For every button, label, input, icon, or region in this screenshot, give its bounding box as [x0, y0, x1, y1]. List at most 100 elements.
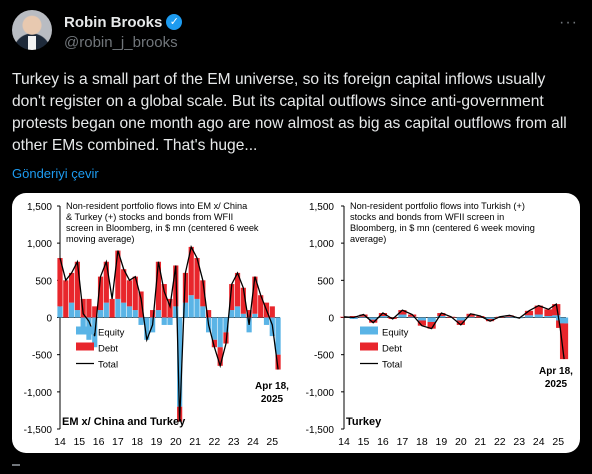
panel1-equity-bar	[211, 317, 217, 340]
panel1-x-tick-label: 25	[266, 436, 278, 448]
panel2-equity-bar	[437, 316, 446, 318]
panel1-equity-bar	[200, 306, 206, 318]
panel1-debt-bar	[161, 284, 167, 318]
panel2-debt-bar	[534, 305, 543, 315]
panel1-debt-bar	[74, 261, 80, 311]
panel2-y-tick-label: -1,500	[306, 425, 335, 436]
panel1-debt-bar	[126, 280, 133, 307]
panel2-equity-bar	[378, 316, 388, 318]
author-display-name[interactable]: Robin Brooks	[64, 13, 163, 31]
panel2-y-tick-label: 500	[317, 276, 334, 287]
panel1-debt-bar	[217, 347, 223, 366]
panel1-debt-bar	[200, 280, 206, 307]
tweet-media-chart-image[interactable]: 1,500 1,000 500 0 -500 -1,000 -1,500 14 15 16 17 18…	[12, 193, 580, 453]
panel1-equity-bar	[132, 310, 138, 318]
panel1-equity-bar	[126, 306, 133, 318]
panel2-legend-label: Debt	[382, 344, 402, 355]
panel1-equity-bar	[234, 306, 241, 318]
panel2-debt-bar	[427, 321, 436, 329]
panel1-equity-bar	[182, 302, 189, 318]
panel1-equity-bar	[194, 298, 200, 318]
panel1-equity-bar	[121, 302, 127, 318]
panel2-title-line: Non-resident portfolio flows into Turkis…	[350, 201, 525, 211]
panel2-legend-swatch	[360, 342, 378, 351]
panel2-equity-bar	[466, 316, 475, 318]
panel1-debt-bar	[234, 272, 241, 307]
panel1-legend-label: Total	[98, 360, 118, 371]
panel1-y-tick-label: 0	[46, 314, 52, 325]
panel1-debt-bar	[92, 306, 98, 318]
panel1-legend-swatch	[76, 326, 94, 335]
panel2-debt-bar	[456, 320, 465, 325]
panel2-y-tick-label: -1,000	[306, 388, 335, 399]
panel1-corner-label: EM x/ China and Turkey	[62, 416, 186, 428]
panel2-equity-bar	[369, 317, 378, 320]
panel1-title-line: screen in Bloomberg, in $ mn (centered 6…	[66, 223, 259, 233]
panel1-debt-bar	[252, 276, 258, 314]
author-name-row[interactable]: Robin Brooks ✓	[64, 12, 183, 32]
panel2-x-tick-label: 20	[455, 436, 467, 448]
panel2-equity-bar	[456, 317, 465, 321]
panel1-debt-bar	[275, 354, 281, 370]
panel2-debt-bar	[417, 320, 426, 326]
panel2-equity-bar	[408, 316, 417, 318]
tweet-header: Robin Brooks ✓ @robin_j_brooks ···	[12, 10, 580, 58]
panel2-debt-bar	[476, 316, 485, 318]
panel1-debt-bar	[97, 276, 104, 311]
panel1-equity-bar	[161, 317, 167, 325]
panel1-debt-bar	[115, 250, 121, 299]
panel1-legend-swatch	[76, 342, 94, 351]
verified-badge-icon: ✓	[166, 14, 183, 30]
panel1-debt-bar	[194, 258, 200, 299]
panel1-equity-bar	[115, 298, 121, 318]
panel2-equity-bar	[349, 317, 358, 319]
panel1-x-tick-label: 14	[54, 436, 66, 448]
panel1-equity-bar	[103, 302, 109, 318]
panel2-equity-bar	[427, 317, 436, 322]
panel1-equity-bar	[57, 306, 63, 318]
panel1-equity-bar	[252, 313, 258, 318]
panel1-x-tick-label: 24	[247, 436, 259, 448]
panel1-equity-bar	[240, 313, 246, 318]
panel2-debt-bar	[408, 314, 417, 317]
panel2-x-tick-label: 16	[377, 436, 389, 448]
panel2-x-tick-label: 22	[494, 436, 506, 448]
panel1-equity-bar	[138, 317, 144, 325]
panel1-equity-bar	[74, 310, 80, 318]
panel2-debt-bar	[349, 316, 358, 318]
panel1-debt-bar	[150, 310, 156, 318]
author-handle[interactable]: @robin_j_brooks	[64, 34, 178, 51]
panel1-debt-bar	[109, 298, 115, 318]
panel1-legend-label: Debt	[98, 344, 118, 355]
panel2-equity-bar	[534, 314, 543, 318]
panel2-equity-bar	[552, 315, 561, 318]
panel1-debt-bar	[63, 280, 69, 318]
panel1-y-tick-label: 500	[35, 276, 52, 287]
panel2-x-tick-label: 19	[436, 436, 448, 448]
panel2-equity-bar	[505, 316, 514, 318]
panel1-x-tick-label: 19	[151, 436, 163, 448]
avatar[interactable]	[12, 10, 52, 50]
panel1-equity-bar	[223, 317, 229, 333]
panel1-equity-bar	[167, 317, 173, 325]
panel1-x-tick-label: 15	[73, 436, 85, 448]
translate-post-link[interactable]: Gönderiyi çevir	[12, 166, 99, 181]
panel1-title-line: moving average)	[66, 234, 134, 244]
panel1-debt-bar	[240, 287, 246, 314]
panel1-debt-bar	[57, 258, 63, 307]
panel1-equity-bar	[144, 317, 150, 340]
panel1-equity-bar	[263, 317, 270, 325]
panel2-equity-bar	[417, 317, 426, 321]
more-options-icon[interactable]: ···	[559, 14, 578, 31]
panel2-debt-bar	[398, 310, 407, 315]
panel1-y-tick-label: 1,000	[27, 239, 52, 250]
panel1-equity-bar	[229, 310, 235, 318]
panel1-debt-bar	[188, 246, 194, 296]
panel1-title-line: Non-resident portfolio flows into EM x/ …	[66, 201, 248, 211]
panel2-legend-label: Equity	[382, 328, 409, 339]
panel2-debt-bar	[437, 313, 446, 317]
panel1-debt-bar	[258, 295, 264, 318]
panel1-equity-bar	[275, 317, 281, 355]
panel2-x-tick-label: 17	[397, 436, 409, 448]
